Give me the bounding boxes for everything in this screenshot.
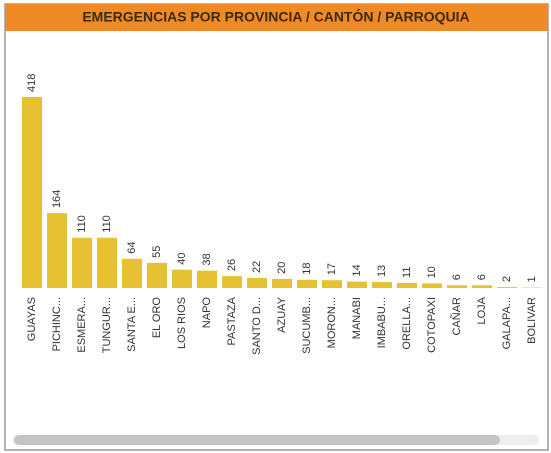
bar bbox=[397, 282, 417, 288]
bar bbox=[297, 279, 317, 288]
x-tick-label: ORELLA... bbox=[401, 297, 413, 350]
x-tick-label: TUNGUR... bbox=[101, 297, 113, 353]
scrollbar-thumb[interactable] bbox=[14, 435, 500, 445]
bar bbox=[122, 258, 142, 288]
bar bbox=[447, 285, 467, 288]
bar bbox=[222, 276, 242, 288]
value-label: 13 bbox=[376, 265, 388, 277]
value-label: 6 bbox=[451, 274, 463, 280]
value-label: 164 bbox=[51, 190, 63, 208]
chart-title: EMERGENCIAS POR PROVINCIA / CANTÓN / PAR… bbox=[82, 8, 469, 25]
x-tick-label: MORON... bbox=[326, 297, 338, 348]
bar bbox=[47, 213, 67, 288]
x-tick-label: BOLIVAR bbox=[526, 297, 538, 344]
value-label: 110 bbox=[101, 215, 113, 233]
bar bbox=[347, 281, 367, 288]
value-label: 1 bbox=[526, 276, 538, 282]
value-label: 17 bbox=[326, 263, 338, 275]
value-label: 14 bbox=[351, 264, 363, 276]
value-label: 418 bbox=[26, 74, 38, 92]
bar bbox=[472, 285, 492, 288]
value-label: 20 bbox=[276, 262, 288, 274]
x-tick-label: COTOPAXI bbox=[426, 297, 438, 353]
x-tick-label: CAÑAR bbox=[450, 297, 463, 336]
value-label: 11 bbox=[401, 267, 413, 278]
bar bbox=[272, 278, 292, 288]
x-tick-label: LOS RIOS bbox=[176, 297, 188, 349]
x-tick-label: IMBABU... bbox=[376, 297, 388, 348]
bar bbox=[322, 280, 342, 288]
x-tick-label: AZUAY bbox=[276, 296, 288, 333]
value-label: 40 bbox=[176, 252, 188, 264]
x-tick-label: SANTO D... bbox=[251, 297, 263, 355]
bar bbox=[497, 287, 517, 288]
header-bar bbox=[5, 4, 548, 31]
bar bbox=[22, 97, 42, 288]
bar bbox=[147, 262, 167, 288]
x-tick-label: PASTAZA bbox=[226, 296, 238, 345]
value-label: 6 bbox=[476, 274, 488, 280]
value-label: 10 bbox=[426, 266, 438, 278]
bar bbox=[372, 282, 392, 288]
value-label: 26 bbox=[226, 259, 238, 271]
x-tick-label: EL ORO bbox=[151, 297, 163, 339]
x-tick-label: SANTA E... bbox=[126, 297, 138, 352]
x-tick-label: LOJA bbox=[476, 296, 488, 324]
bar bbox=[172, 269, 192, 288]
value-label: 18 bbox=[301, 263, 313, 275]
x-tick-label: PICHINC... bbox=[51, 297, 63, 351]
bar bbox=[197, 270, 217, 288]
x-tick-label: GUAYAS bbox=[26, 297, 38, 341]
x-tick-label: GALAPA... bbox=[501, 297, 513, 349]
x-tick-label: NAPO bbox=[201, 297, 213, 329]
value-label: 64 bbox=[126, 242, 138, 254]
bar bbox=[247, 277, 267, 288]
panel-frame bbox=[4, 3, 549, 451]
x-tick-label: MANABI bbox=[351, 297, 363, 339]
value-label: 55 bbox=[151, 246, 163, 258]
value-label: 2 bbox=[501, 276, 513, 282]
x-tick-label: ESMERA... bbox=[76, 297, 88, 353]
bar bbox=[72, 237, 92, 288]
x-tick-label: SUCUMB... bbox=[301, 297, 313, 354]
bar bbox=[97, 237, 117, 288]
value-label: 110 bbox=[76, 215, 88, 233]
value-label: 38 bbox=[201, 253, 213, 265]
value-label: 22 bbox=[251, 261, 263, 273]
bar bbox=[422, 283, 442, 288]
